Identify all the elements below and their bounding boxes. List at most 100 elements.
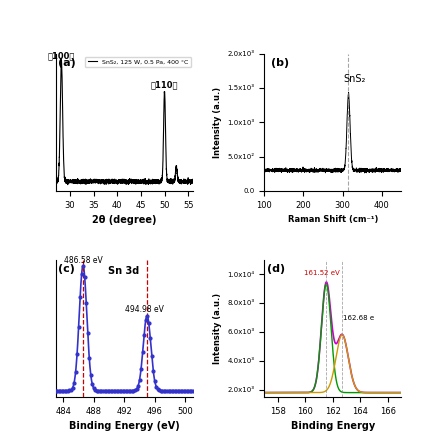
Point	[72, 369, 79, 376]
Point	[173, 387, 180, 394]
Point	[57, 387, 64, 394]
Text: (a): (a)	[58, 58, 76, 68]
Point	[64, 387, 71, 394]
Point	[110, 387, 117, 394]
Point	[188, 387, 195, 394]
Point	[54, 387, 61, 394]
Point	[60, 387, 67, 394]
Point	[162, 387, 169, 394]
Point	[186, 387, 194, 394]
SnS₂, 125 W, 0.5 Pa, 400 °C	[173, 169, 178, 174]
Text: 486.58 eV: 486.58 eV	[64, 256, 103, 265]
Point	[74, 350, 81, 357]
Text: (b): (b)	[271, 58, 289, 68]
Text: SnS₂: SnS₂	[344, 74, 366, 84]
SnS₂, 125 W, 0.5 Pa, 400 °C	[65, 182, 70, 187]
Point	[176, 387, 183, 394]
Point	[77, 293, 84, 301]
Point	[66, 387, 73, 394]
Text: 162.68 e: 162.68 e	[343, 315, 374, 321]
Point	[165, 387, 172, 394]
Point	[185, 387, 192, 394]
SnS₂, 125 W, 0.5 Pa, 400 °C	[112, 178, 117, 184]
Point	[156, 387, 163, 394]
SnS₂, 125 W, 0.5 Pa, 400 °C	[69, 179, 74, 185]
Point	[103, 387, 110, 394]
Point	[98, 387, 105, 394]
SnS₂, 125 W, 0.5 Pa, 400 °C	[59, 57, 64, 62]
X-axis label: Raman Shift (cm⁻¹): Raman Shift (cm⁻¹)	[288, 215, 378, 224]
Text: Sn 3d: Sn 3d	[108, 266, 139, 277]
Text: 161.52 eV: 161.52 eV	[304, 270, 340, 277]
Point	[166, 387, 173, 394]
Point	[174, 387, 181, 394]
Point	[125, 387, 132, 394]
Text: (d): (d)	[267, 264, 285, 274]
SnS₂, 125 W, 0.5 Pa, 400 °C	[53, 178, 58, 184]
Point	[137, 365, 145, 372]
Point	[150, 368, 157, 375]
Point	[63, 387, 70, 394]
Point	[113, 387, 120, 394]
Point	[136, 376, 143, 383]
Point	[130, 387, 137, 394]
Point	[135, 383, 142, 390]
Point	[159, 387, 166, 394]
Y-axis label: Intensity (a.u.): Intensity (a.u.)	[213, 87, 222, 158]
Point	[168, 387, 175, 394]
Point	[163, 387, 170, 394]
Point	[142, 317, 149, 324]
Point	[106, 387, 113, 394]
Point	[101, 387, 108, 394]
Text: 494.98 eV: 494.98 eV	[125, 305, 164, 314]
Point	[95, 387, 102, 394]
Point	[154, 386, 161, 393]
Text: （110）: （110）	[151, 80, 178, 89]
Point	[70, 380, 78, 387]
Point	[139, 349, 146, 356]
Point	[171, 387, 178, 394]
Point	[132, 387, 139, 394]
Legend: SnS₂, 125 W, 0.5 Pa, 400 °C: SnS₂, 125 W, 0.5 Pa, 400 °C	[85, 57, 191, 67]
Point	[99, 387, 107, 394]
Point	[133, 385, 140, 392]
Point	[147, 334, 154, 342]
Point	[177, 387, 184, 394]
Point	[153, 383, 160, 390]
X-axis label: 2θ (degree): 2θ (degree)	[92, 215, 157, 225]
Point	[169, 387, 177, 394]
Point	[127, 387, 134, 394]
Point	[90, 385, 97, 392]
Point	[86, 355, 93, 362]
Point	[89, 381, 96, 388]
Point	[161, 387, 168, 394]
Point	[84, 329, 91, 336]
Point	[81, 274, 88, 281]
Point	[148, 352, 155, 359]
Point	[80, 262, 87, 269]
Point	[108, 387, 116, 394]
Point	[92, 387, 99, 394]
Y-axis label: Intensity (a.u.): Intensity (a.u.)	[213, 293, 222, 364]
Text: (c): (c)	[58, 264, 75, 274]
Point	[62, 387, 69, 394]
Point	[118, 387, 125, 394]
Point	[87, 372, 95, 379]
Text: （100）: （100）	[48, 51, 75, 60]
X-axis label: Binding Energy (eV): Binding Energy (eV)	[69, 421, 180, 431]
Point	[119, 387, 126, 394]
Point	[180, 387, 187, 394]
Point	[179, 387, 186, 394]
Point	[183, 387, 190, 394]
SnS₂, 125 W, 0.5 Pa, 400 °C	[106, 179, 111, 185]
Point	[96, 387, 103, 394]
Point	[55, 387, 62, 394]
Point	[75, 323, 82, 330]
Point	[104, 387, 111, 394]
X-axis label: Binding Energy: Binding Energy	[291, 421, 375, 431]
Point	[93, 387, 100, 394]
Point	[151, 378, 158, 385]
Point	[128, 387, 136, 394]
Point	[121, 387, 128, 394]
SnS₂, 125 W, 0.5 Pa, 400 °C	[188, 178, 193, 184]
